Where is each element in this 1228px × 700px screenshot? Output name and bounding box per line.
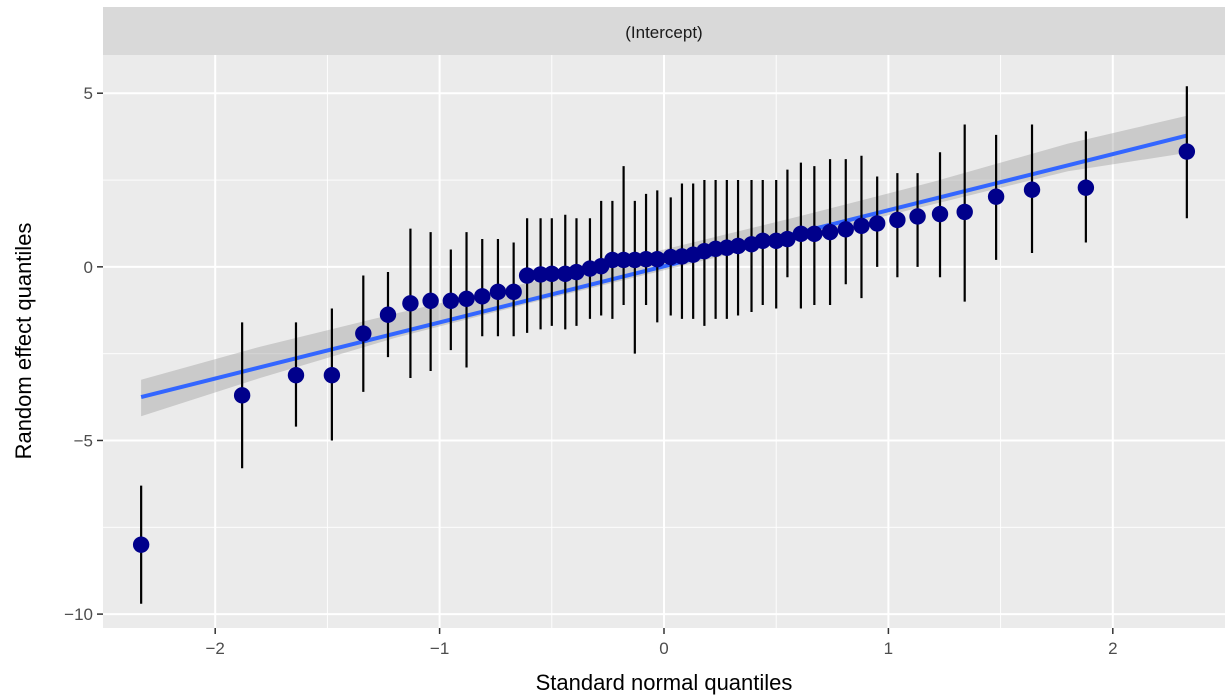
data-point [1023,181,1041,198]
data-point [909,208,926,225]
y-axis: −10 −5 0 5 [64,84,103,624]
y-tick-label: −10 [64,605,93,624]
data-point [355,325,372,342]
major-gridlines [103,55,1225,628]
data-point [1077,179,1095,196]
data-point [1178,143,1196,160]
data-point [489,283,507,301]
data-point [568,263,585,281]
y-axis-title: Random effect quantiles [11,223,36,460]
fit-line-layer [140,133,1188,400]
facet-strip-label: (Intercept) [625,23,702,42]
x-tick-label: 0 [659,639,668,658]
data-point [754,232,771,249]
y-tick-label: 0 [84,258,93,277]
data-point [442,292,460,310]
data-point [518,267,536,284]
x-tick-label: 1 [884,639,893,658]
data-point [505,283,522,301]
y-tick-label: 5 [84,84,93,103]
data-point [287,366,305,384]
data-point [474,288,491,305]
data-point [422,292,439,310]
data-point [806,225,823,243]
data-point [543,265,560,282]
data-point [233,387,251,404]
data-point [402,295,419,312]
data-point [729,237,747,255]
data-point [779,230,796,248]
data-point [837,221,854,238]
x-tick-label: −1 [430,639,449,658]
data-point [956,203,973,221]
fit-line [140,133,1188,400]
data-point [792,225,810,243]
data-point [821,223,839,241]
data-point [132,536,150,553]
data-point [868,215,886,232]
data-point [615,251,632,269]
data-point [637,250,655,268]
point-layer [132,143,1196,553]
data-point [987,188,1005,205]
data-point [379,306,397,323]
x-axis-title: Standard normal quantiles [536,670,793,695]
x-tick-label: 2 [1108,639,1117,658]
data-point [853,217,870,235]
data-point [649,250,666,268]
x-axis: −2 −1 0 1 2 [206,628,1118,658]
data-point [931,205,949,223]
x-tick-label: −2 [206,639,225,658]
data-point [458,290,475,307]
data-point [889,211,906,229]
y-tick-label: −5 [74,431,93,450]
data-point [604,251,621,269]
data-point [323,366,341,384]
strip-background [103,7,1225,55]
